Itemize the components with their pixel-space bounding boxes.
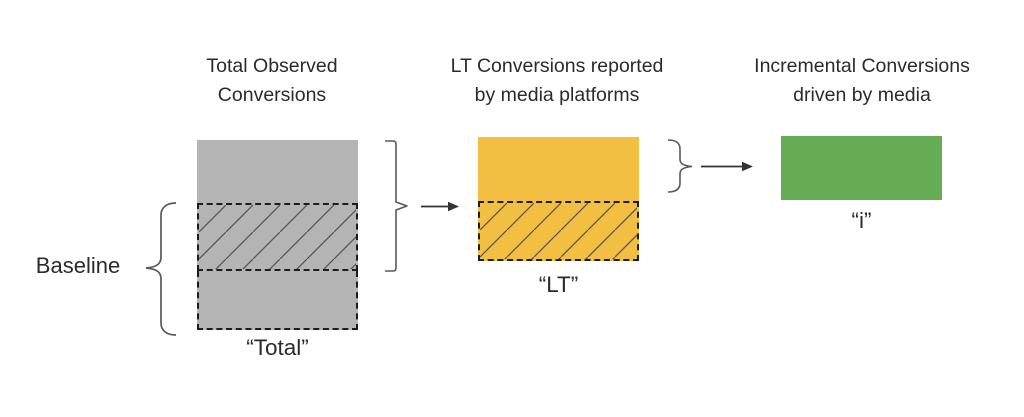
total-bar: [197, 140, 358, 330]
lt-group-bracket: [385, 140, 408, 272]
lt-bar: [478, 137, 639, 261]
title-line: Conversions: [217, 84, 327, 106]
total-to-lt-arrow: [421, 201, 459, 212]
baseline-brace: [145, 202, 177, 336]
total-observed-title: Total Observed Conversions: [142, 52, 402, 110]
diagonal-hatch-pattern: [480, 203, 637, 259]
incremental-conversions-title: Incremental Conversions driven by media: [712, 52, 1012, 110]
lt-bar-top-section: [478, 137, 639, 201]
diagonal-hatch-pattern: [199, 205, 356, 269]
lt-bar-baseline-hatched-section: [478, 201, 639, 261]
total-bar-top-section: [197, 140, 358, 203]
total-bar-baseline-bottom-section: [197, 271, 358, 330]
lt-to-incremental-arrow: [701, 161, 753, 172]
title-line: driven by media: [793, 84, 931, 106]
total-bar-baseline-hatched-section: [197, 203, 358, 271]
title-line: by media platforms: [474, 84, 640, 106]
title-line: Incremental Conversions: [754, 55, 970, 77]
title-line: Total Observed: [206, 55, 338, 77]
incremental-bar-section: [781, 136, 942, 200]
incremental-group-brace: [667, 139, 693, 193]
total-label: “Total”: [246, 335, 309, 360]
lt-conversions-title: LT Conversions reported by media platfor…: [407, 52, 707, 110]
incremental-label: “i”: [851, 208, 872, 233]
lt-label: “LT”: [538, 272, 579, 297]
baseline-label: Baseline: [35, 253, 121, 278]
incremental-bar: [781, 136, 942, 200]
title-line: LT Conversions reported: [450, 55, 664, 77]
